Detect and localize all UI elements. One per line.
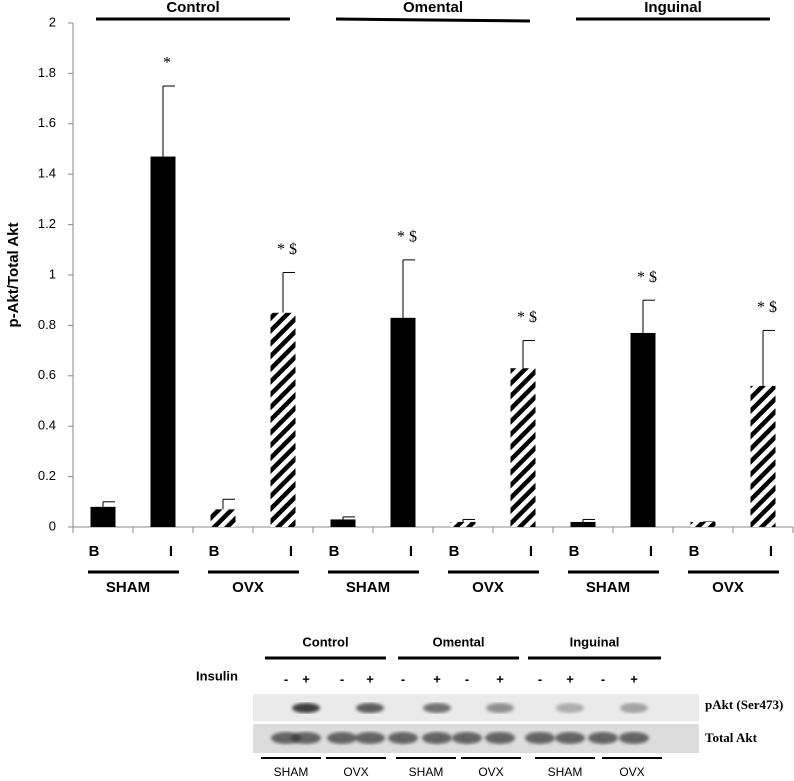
bar <box>390 317 416 527</box>
group-label: OVX <box>472 579 504 596</box>
significance-label: * $ <box>277 241 297 258</box>
tissue-label: Omental <box>403 0 463 16</box>
blot-tissue-label: Omental <box>432 634 484 649</box>
x-tick-label: I <box>529 543 533 560</box>
blot-group-label: OVX <box>478 765 503 779</box>
treatment-sign: + <box>366 671 374 686</box>
y-tick-label: 0.4 <box>38 418 56 433</box>
blot-group-label: SHAM <box>274 765 309 779</box>
blot-band <box>423 703 451 713</box>
y-tick-label: 0 <box>49 518 56 533</box>
treatment-sign: - <box>401 671 405 686</box>
blot-band <box>555 732 585 744</box>
x-tick-label: B <box>329 543 340 560</box>
treatment-sign: - <box>601 671 605 686</box>
group-label: SHAM <box>106 579 150 596</box>
bar <box>330 519 356 527</box>
blot-band <box>356 703 384 713</box>
treatment-sign: + <box>302 671 310 686</box>
blot-band <box>485 732 515 744</box>
blot-group-label: OVX <box>619 765 644 779</box>
x-tick-label: B <box>449 543 460 560</box>
blot-band <box>619 732 649 744</box>
blot-band <box>452 732 482 744</box>
blot-band <box>620 703 648 713</box>
bar <box>750 385 776 527</box>
blot-group-label: SHAM <box>548 765 583 779</box>
y-tick-label: 0.6 <box>38 367 56 382</box>
bar <box>690 521 716 527</box>
tissue-label: Inguinal <box>644 0 702 16</box>
treatment-label: Insulin <box>196 668 238 683</box>
bar <box>510 368 536 527</box>
blot-tissue-label: Control <box>302 634 348 649</box>
group-label: OVX <box>232 579 264 596</box>
bar <box>450 521 476 527</box>
x-tick-label: B <box>569 543 580 560</box>
y-tick-label: 1.6 <box>38 115 56 130</box>
x-tick-label: I <box>409 543 413 560</box>
significance-label: * $ <box>757 299 777 316</box>
blot-band <box>388 732 418 744</box>
x-tick-label: B <box>89 543 100 560</box>
treatment-sign: - <box>284 671 288 686</box>
blot-band <box>291 732 321 744</box>
blot-band <box>556 703 584 713</box>
y-tick-label: 0.8 <box>38 317 56 332</box>
significance-label: * $ <box>517 309 537 326</box>
treatment-sign: + <box>496 671 504 686</box>
treatment-sign: - <box>340 671 344 686</box>
significance-label: * $ <box>397 229 417 246</box>
blot-band <box>292 703 320 713</box>
y-tick-label: 0.2 <box>38 468 56 483</box>
blot-band <box>327 732 357 744</box>
y-tick-label: 1.4 <box>38 166 56 181</box>
x-tick-label: I <box>769 543 773 560</box>
x-tick-label: I <box>649 543 653 560</box>
x-tick-label: I <box>169 543 173 560</box>
bar <box>270 312 296 527</box>
bar <box>570 521 596 527</box>
blot-band <box>486 703 514 713</box>
blot-band <box>525 732 555 744</box>
group-label: SHAM <box>586 579 630 596</box>
blot-band <box>422 732 452 744</box>
bar <box>630 332 656 527</box>
y-tick-label: 1.2 <box>38 216 56 231</box>
bar <box>90 506 116 527</box>
blot-tissue-label: Inguinal <box>570 634 620 649</box>
group-label: SHAM <box>346 579 390 596</box>
blot-row-label: Total Akt <box>705 730 758 745</box>
tissue-line <box>335 17 531 23</box>
x-tick-label: B <box>209 543 220 560</box>
treatment-sign: - <box>538 671 542 686</box>
treatment-sign: + <box>630 671 638 686</box>
y-tick-label: 1 <box>49 266 56 281</box>
y-tick-label: 1.8 <box>38 65 56 80</box>
bar <box>150 156 176 527</box>
tissue-label: Control <box>166 0 219 16</box>
significance-label: * $ <box>637 269 657 286</box>
y-axis-label: p-Akt/Total Akt <box>5 223 22 328</box>
blot-group-label: OVX <box>343 765 368 779</box>
x-tick-label: I <box>289 543 293 560</box>
y-tick-label: 2 <box>49 14 56 29</box>
blot-group-label: SHAM <box>409 765 444 779</box>
bar <box>210 509 236 527</box>
significance-label: * <box>163 55 171 72</box>
treatment-sign: - <box>465 671 469 686</box>
x-tick-label: B <box>689 543 700 560</box>
treatment-sign: + <box>433 671 441 686</box>
blot-row-label: pAkt (Ser473) <box>705 697 783 712</box>
blot-band <box>355 732 385 744</box>
blot-band <box>588 732 618 744</box>
group-label: OVX <box>712 579 744 596</box>
treatment-sign: + <box>566 671 574 686</box>
